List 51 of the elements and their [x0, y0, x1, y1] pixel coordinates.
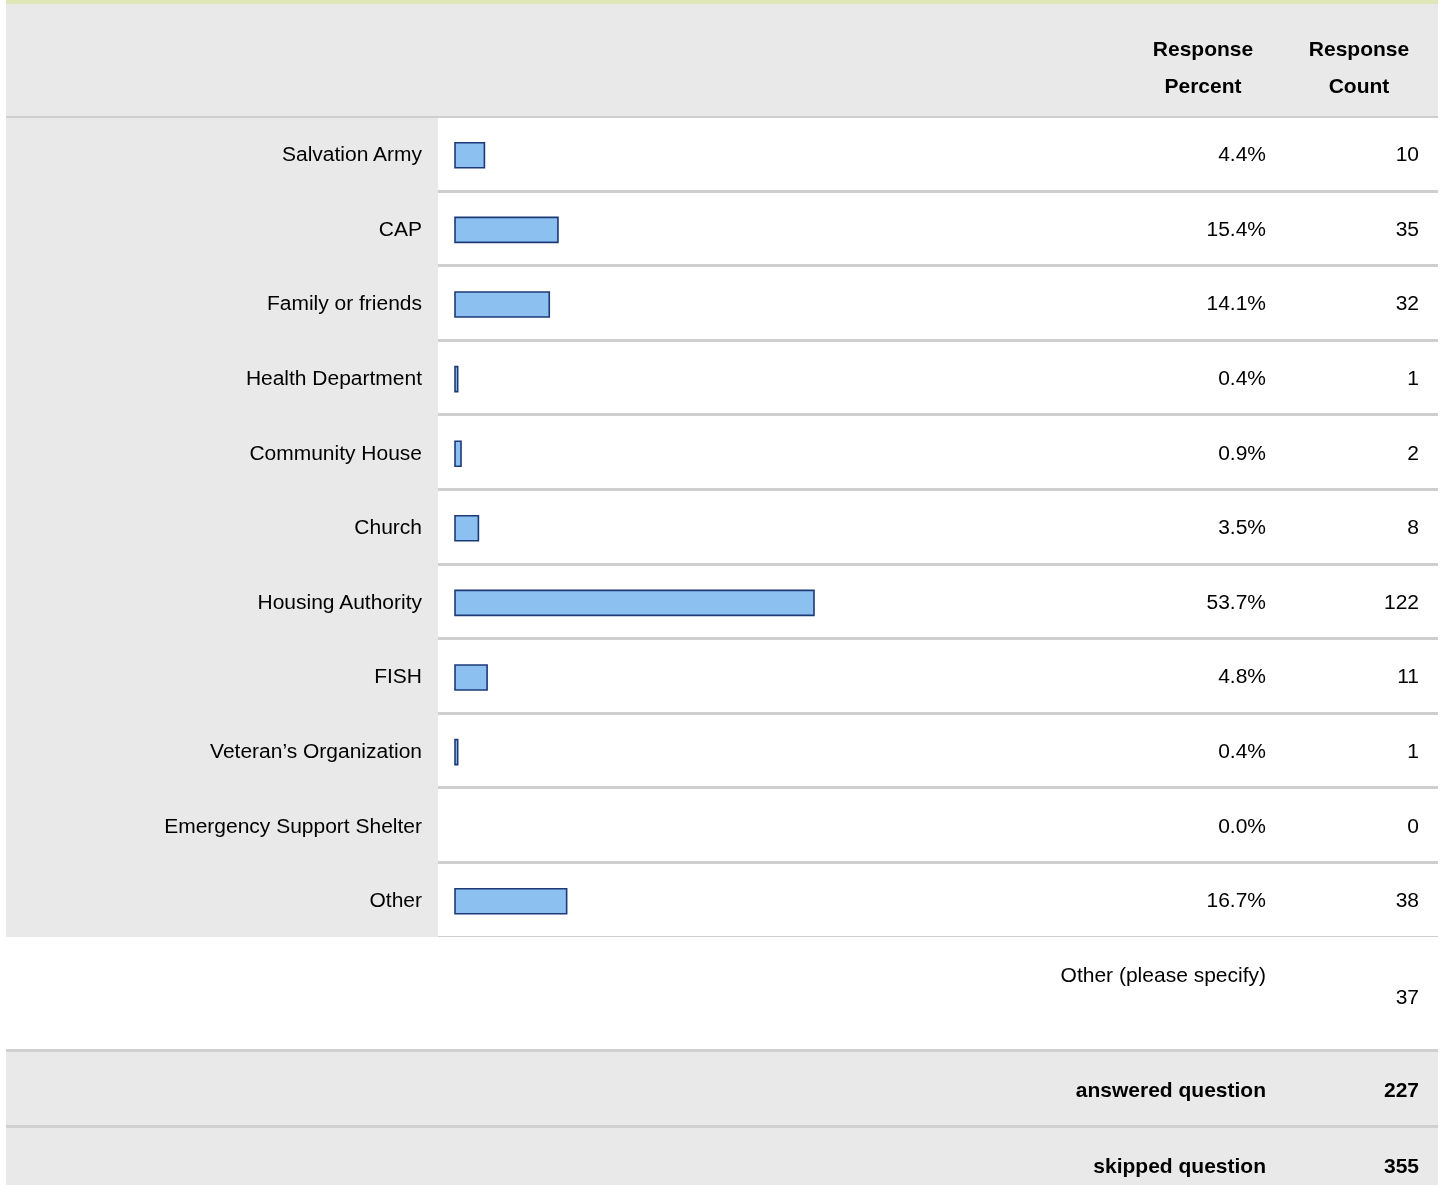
bar — [454, 365, 459, 393]
y-tick-label: CAP — [378, 216, 422, 240]
y-tick-label: Health Department — [245, 366, 423, 390]
text: Response Count — [1307, 36, 1411, 99]
bar — [454, 291, 551, 318]
text: 37 — [1395, 984, 1419, 1009]
bar — [454, 440, 462, 467]
y-tick-label: Family or friends — [266, 291, 422, 315]
bar — [454, 887, 568, 915]
text: 2 — [1407, 440, 1419, 464]
bar — [454, 664, 488, 691]
text: 10 — [1395, 142, 1419, 166]
text: 227 — [1383, 1077, 1419, 1102]
text: answered question — [1075, 1077, 1266, 1102]
y-tick-label: FISH — [374, 664, 422, 688]
y-tick-label: Housing Authority — [257, 589, 423, 613]
y-tick-label: Salvation Army — [282, 142, 423, 166]
bar — [454, 142, 486, 169]
text: 35 — [1395, 216, 1419, 240]
text: skipped question — [1093, 1153, 1266, 1178]
data-label: 0.4% — [1218, 739, 1266, 763]
y-tick-label: Veteran’s Organization — [210, 739, 422, 763]
data-label: 53.7% — [1206, 589, 1266, 613]
data-label: 16.7% — [1206, 888, 1266, 912]
bar — [454, 738, 459, 766]
y-tick-label: Community House — [249, 440, 422, 464]
text: 1 — [1407, 366, 1419, 390]
text: 0 — [1407, 813, 1419, 837]
text: 8 — [1407, 515, 1419, 539]
data-label: 0.9% — [1218, 440, 1266, 464]
y-tick-label: Emergency Support Shelter — [164, 813, 423, 837]
data-label: 0.4% — [1218, 366, 1266, 390]
y-tick-label: Other — [369, 888, 423, 912]
data-label: 0.0% — [1218, 813, 1266, 837]
data-label: 4.4% — [1218, 142, 1266, 166]
bar — [454, 589, 815, 617]
text: 355 — [1383, 1153, 1419, 1178]
text: 122 — [1383, 589, 1419, 613]
text: 1 — [1407, 739, 1419, 763]
y-tick-label: Church — [354, 515, 422, 539]
bar — [454, 515, 480, 542]
data-label: 14.1% — [1206, 291, 1266, 315]
text: Response Percent — [1151, 36, 1255, 99]
data-label: 3.5% — [1218, 515, 1266, 539]
bar — [454, 216, 559, 244]
text: 38 — [1395, 888, 1419, 912]
text: 11 — [1397, 664, 1419, 688]
text: 32 — [1395, 291, 1419, 315]
data-label: 4.8% — [1218, 664, 1266, 688]
text: Other (please specify) — [1060, 962, 1266, 987]
data-label: 15.4% — [1206, 216, 1266, 240]
